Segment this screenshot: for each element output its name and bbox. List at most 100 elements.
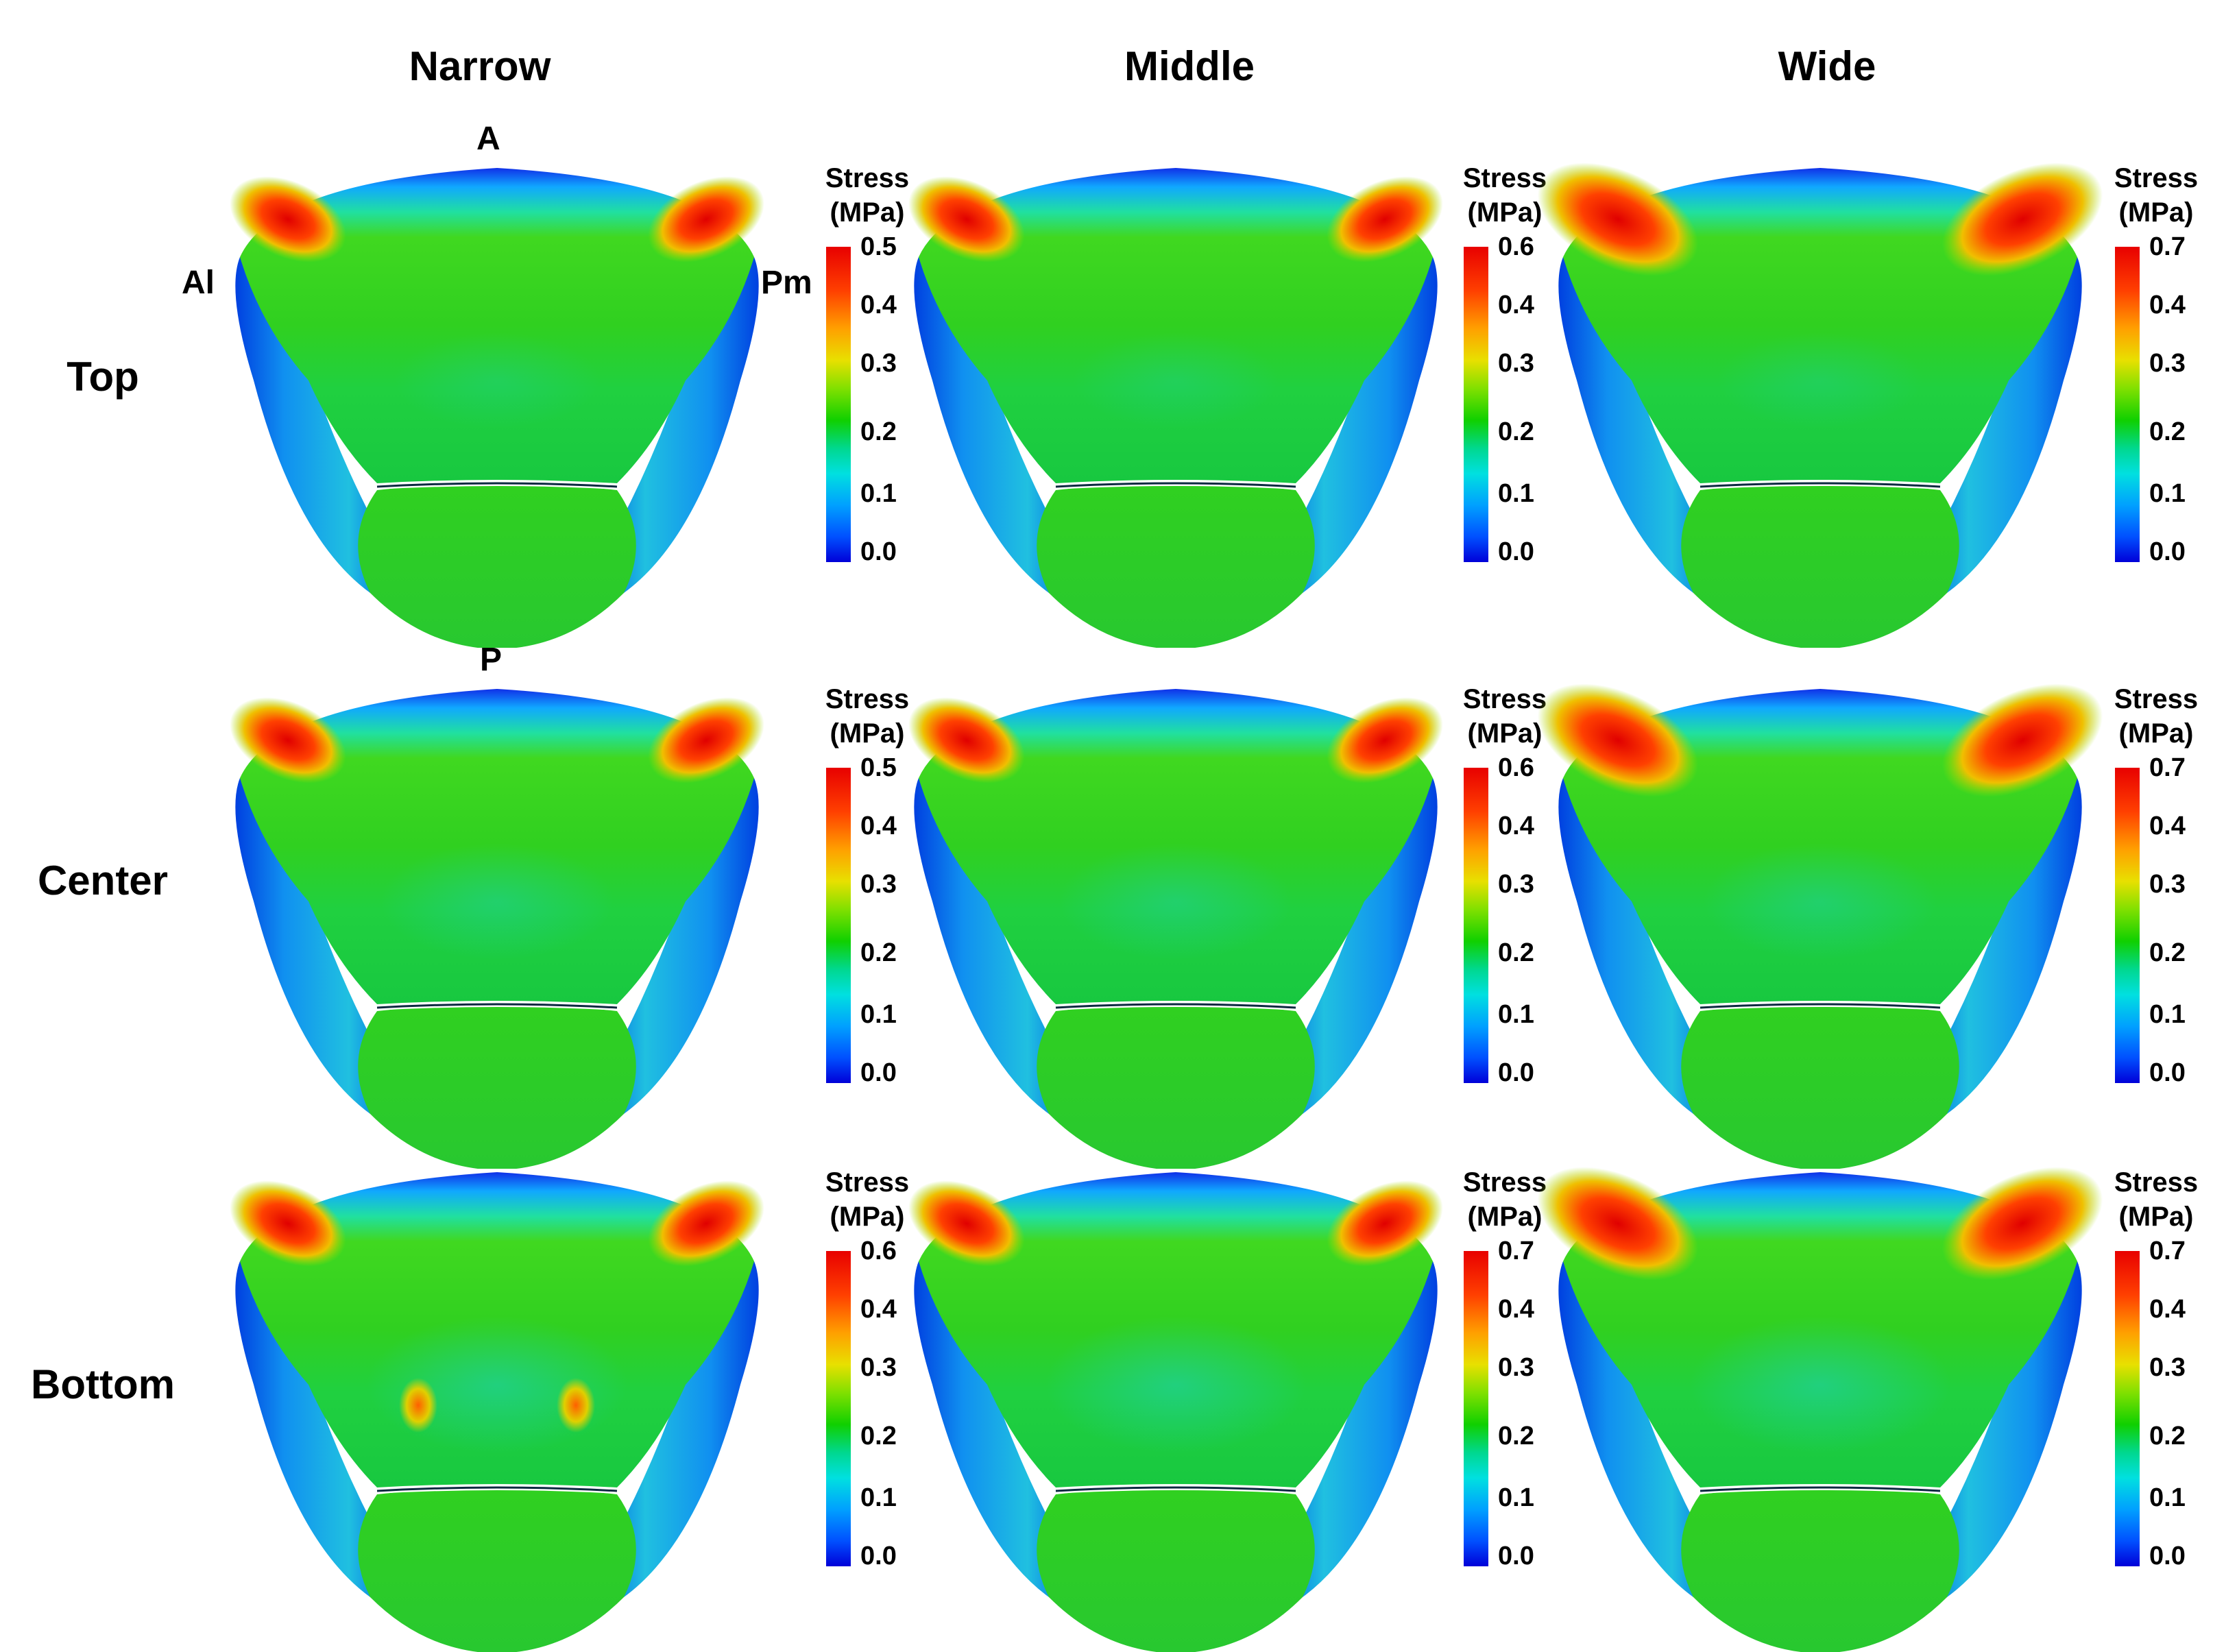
colorbar-title-quantity: Stress (2114, 163, 2199, 193)
left-commissure-region (1558, 257, 1721, 593)
hot-spot-left (230, 1180, 346, 1267)
colorbar-tick-label: 0.3 (860, 1353, 897, 1382)
valve-surface (1537, 1167, 2103, 1652)
colorbar-tick-label: 0.4 (1498, 812, 1534, 840)
colorbar-tick-label: 0.4 (1498, 1295, 1534, 1324)
anterior-center-low-stress (380, 843, 614, 960)
anterior-leaflet (919, 168, 1433, 483)
orientation-label-right: Pm (761, 265, 812, 301)
colorbar-tick-label: 0.1 (1498, 1000, 1534, 1029)
hot-spot-left (908, 176, 1025, 263)
colorbar-tick-label: 0.4 (2149, 812, 2186, 840)
colorbar-title: Stress (MPa) (2108, 682, 2204, 751)
posterior-leaflet (1037, 1004, 1315, 1169)
colorbar-tick-label: 0.0 (2149, 1058, 2186, 1087)
colorbar-title-quantity: Stress (1462, 684, 1547, 714)
anterior-center-low-stress (394, 332, 600, 428)
colorbar-top-narrow: Stress (MPa) 0.5 0.4 0.3 0.2 0.1 0.0 (819, 161, 915, 572)
posterior-leaflet (1681, 1487, 1959, 1652)
colorbar-title-quantity: Stress (825, 684, 910, 714)
colorbar-tick-label: 0.2 (2149, 938, 2186, 967)
colorbar-tick-label: 0.0 (860, 537, 897, 566)
coaptation-edge (376, 1003, 618, 1009)
hot-spot-left (1537, 683, 1699, 797)
colorbar-title-quantity: Stress (2114, 684, 2199, 714)
colorbar-gradient (2115, 247, 2140, 562)
colorbar-tick-label: 0.2 (1498, 417, 1534, 446)
colorbar-title-unit: (MPa) (830, 1202, 905, 1232)
colorbar-title-unit: (MPa) (2118, 718, 2194, 749)
colorbar-tick-label: 0.0 (2149, 537, 2186, 566)
posterior-leaflet (358, 483, 636, 648)
colorbar-tick-label: 0.1 (2149, 479, 2186, 508)
colorbar-gradient (1464, 247, 1488, 562)
hot-spot-right (1942, 162, 2103, 276)
right-commissure-region (1275, 257, 1438, 593)
left-commissure-region (1558, 1261, 1721, 1597)
left-commissure-region (914, 778, 1076, 1114)
colorbar-tick-label: 0.0 (2149, 1542, 2186, 1570)
stress-map-top-middle (891, 154, 1460, 648)
hot-spot-right (1942, 683, 2103, 797)
anterior-center-low-stress (1045, 1316, 1306, 1453)
colorbar-gradient (826, 768, 851, 1083)
colorbar-title: Stress (MPa) (2108, 161, 2204, 230)
colorbar-tick-label: 0.0 (1498, 537, 1534, 566)
colorbar-tick-label: 0.1 (860, 1483, 897, 1512)
colorbar-tick-label: 0.1 (2149, 1000, 2186, 1029)
colorbar-center-wide: Stress (MPa) 0.7 0.4 0.3 0.2 0.1 0.0 (2108, 682, 2204, 1093)
colorbar-gradient (2115, 1251, 2140, 1566)
right-commissure-region (596, 257, 759, 593)
colorbar-tick-label: 0.3 (1498, 1353, 1534, 1382)
right-commissure-region (1275, 778, 1438, 1114)
colorbar-title-quantity: Stress (1462, 163, 1547, 193)
colorbar-title-quantity: Stress (825, 1167, 910, 1198)
colorbar-top-wide: Stress (MPa) 0.7 0.4 0.3 0.2 0.1 0.0 (2108, 161, 2204, 572)
colorbar-tick-label: 0.7 (2149, 232, 2186, 261)
hot-spot-right (1327, 176, 1443, 263)
row-label-center: Center (37, 858, 169, 903)
colorbar-bottom-narrow: Stress (MPa) 0.6 0.4 0.3 0.2 0.1 0.0 (819, 1165, 915, 1577)
hot-spot-right (1327, 697, 1443, 784)
colorbar-title-quantity: Stress (825, 163, 910, 193)
colorbar-title: Stress (MPa) (1457, 1165, 1553, 1234)
coaptation-edge (1700, 482, 1941, 488)
hot-spot-left (1537, 162, 1699, 276)
hot-spot-left (230, 697, 346, 784)
colorbar-tick-label: 0.3 (2149, 1353, 2186, 1382)
posterior-leaflet (358, 1004, 636, 1169)
colorbar-tick-label: 0.2 (860, 1422, 897, 1450)
colorbar-title: Stress (MPa) (1457, 161, 1553, 230)
colorbar-tick-label: 0.0 (860, 1058, 897, 1087)
colorbar-bottom-wide: Stress (MPa) 0.7 0.4 0.3 0.2 0.1 0.0 (2108, 1165, 2204, 1577)
coaptation-edge (1700, 1003, 1941, 1009)
left-commissure-region (235, 1261, 398, 1597)
posterior-leaflet (1037, 483, 1315, 648)
valve-surface (908, 1172, 1443, 1652)
stress-map-bottom-middle (891, 1158, 1460, 1652)
colorbar-tick-label: 0.6 (1498, 753, 1534, 782)
colorbar-tick-label: 0.4 (2149, 291, 2186, 319)
colorbar-tick-label: 0.5 (860, 753, 897, 782)
colorbar-tick-label: 0.2 (2149, 417, 2186, 446)
colorbar-center-narrow: Stress (MPa) 0.5 0.4 0.3 0.2 0.1 0.0 (819, 682, 915, 1093)
colorbar-title: Stress (MPa) (819, 161, 915, 230)
stress-map-top-narrow (213, 154, 782, 648)
posterior-leaflet (1037, 1487, 1315, 1652)
column-title-wide: Wide (1778, 43, 1876, 89)
anterior-center-low-stress (1073, 332, 1279, 428)
colorbar-tick-label: 0.2 (860, 417, 897, 446)
colorbar-tick-label: 0.0 (860, 1542, 897, 1570)
hot-spot-left (908, 1180, 1025, 1267)
colorbar-tick-label: 0.3 (1498, 870, 1534, 899)
hot-spot-right (648, 1180, 764, 1267)
hot-spot-right (648, 176, 764, 263)
colorbar-tick-label: 0.3 (860, 870, 897, 899)
right-commissure-region (1920, 257, 2082, 593)
colorbar-title-unit: (MPa) (830, 197, 905, 228)
colorbar-tick-label: 0.2 (860, 938, 897, 967)
right-commissure-region (596, 778, 759, 1114)
valve-surface (1537, 162, 2103, 648)
colorbar-bottom-middle: Stress (MPa) 0.7 0.4 0.3 0.2 0.1 0.0 (1457, 1165, 1553, 1577)
